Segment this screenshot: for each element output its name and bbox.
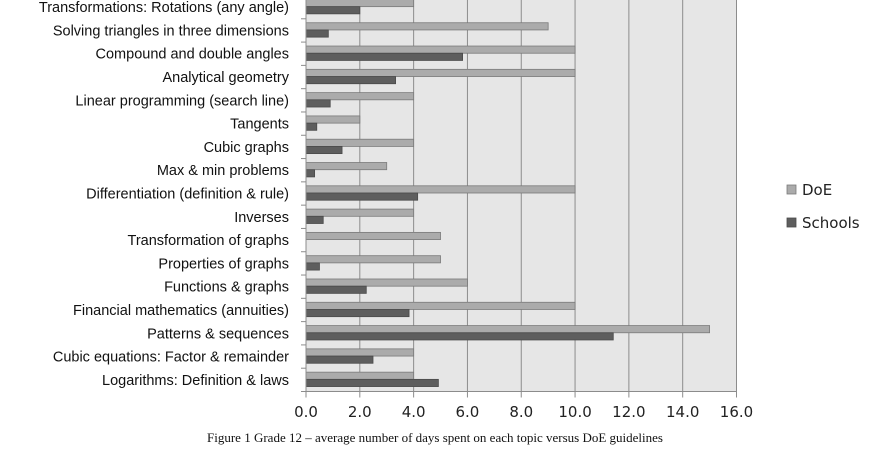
category-label: Financial mathematics (annuities) bbox=[73, 303, 289, 319]
bar-schools bbox=[305, 378, 439, 387]
bar-schools bbox=[305, 332, 614, 341]
bar-schools bbox=[305, 6, 361, 15]
category-label: Linear programming (search line) bbox=[75, 93, 289, 109]
category-label: Patterns & sequences bbox=[147, 326, 289, 342]
category-label: Inverses bbox=[234, 210, 289, 226]
category-label: Cubic equations: Factor & remainder bbox=[53, 350, 289, 366]
bar-schools bbox=[305, 29, 329, 38]
category-label: Cubic graphs bbox=[204, 140, 289, 156]
x-tick-label: 2.0 bbox=[348, 403, 372, 421]
category-label: Logarithms: Definition & laws bbox=[102, 373, 289, 389]
bar-schools bbox=[305, 309, 410, 318]
figure-caption: Figure 1 Grade 12 – average number of da… bbox=[207, 430, 663, 445]
bar-schools bbox=[305, 192, 419, 201]
bar-doe bbox=[305, 115, 361, 124]
bar-doe bbox=[305, 45, 576, 54]
category-label: Compound and double angles bbox=[96, 47, 289, 63]
category-label: Transformation of graphs bbox=[128, 233, 289, 249]
x-tick-label: 10.0 bbox=[558, 403, 591, 421]
x-tick-label: 16.0 bbox=[720, 403, 753, 421]
bar-doe bbox=[305, 92, 415, 101]
category-label: Solving triangles in three dimensions bbox=[53, 23, 289, 39]
bar-schools bbox=[305, 285, 367, 294]
category-label: Properties of graphs bbox=[158, 256, 289, 272]
bar-doe bbox=[305, 231, 441, 240]
bar-schools bbox=[305, 215, 324, 224]
x-tick-label: 6.0 bbox=[456, 403, 480, 421]
bar-doe bbox=[305, 325, 710, 334]
bar-schools bbox=[305, 169, 316, 178]
x-tick-label: 4.0 bbox=[402, 403, 426, 421]
category-label: Transformations: Rotations (any angle) bbox=[39, 0, 289, 16]
bar-doe bbox=[305, 255, 441, 264]
bar-doe bbox=[305, 348, 415, 357]
bar-schools bbox=[305, 99, 331, 108]
legend-label-doe: DoE bbox=[802, 181, 832, 199]
category-label: Analytical geometry bbox=[162, 70, 289, 86]
bar-doe bbox=[305, 371, 415, 380]
bar-doe bbox=[305, 0, 415, 8]
bar-chart: Transformations: Rotations (any angle) So… bbox=[39, 0, 860, 421]
bar-doe bbox=[305, 22, 549, 31]
legend-swatch-doe bbox=[786, 184, 797, 195]
legend-swatch-schools bbox=[786, 217, 797, 228]
bar-schools bbox=[305, 262, 320, 271]
x-tick-label: 14.0 bbox=[666, 403, 699, 421]
bar-doe bbox=[305, 301, 576, 310]
bar-doe bbox=[305, 278, 468, 287]
bar-schools bbox=[305, 52, 463, 61]
x-tick-label: 8.0 bbox=[509, 403, 533, 421]
bar-schools bbox=[305, 146, 343, 155]
category-label: Tangents bbox=[230, 117, 289, 133]
bar-doe bbox=[305, 162, 388, 171]
x-tick-label: 12.0 bbox=[612, 403, 645, 421]
category-label: Differentiation (definition & rule) bbox=[86, 187, 289, 203]
bar-doe bbox=[305, 185, 576, 194]
bar-schools bbox=[305, 76, 396, 85]
category-label: Functions & graphs bbox=[164, 280, 289, 296]
bar-schools bbox=[305, 355, 374, 364]
category-label: Max & min problems bbox=[157, 163, 289, 179]
bar-doe bbox=[305, 138, 415, 147]
bar-schools bbox=[305, 122, 318, 131]
bar-doe bbox=[305, 68, 576, 77]
bar-doe bbox=[305, 208, 415, 217]
legend-label-schools: Schools bbox=[802, 214, 860, 232]
x-tick-label: 0.0 bbox=[294, 403, 318, 421]
